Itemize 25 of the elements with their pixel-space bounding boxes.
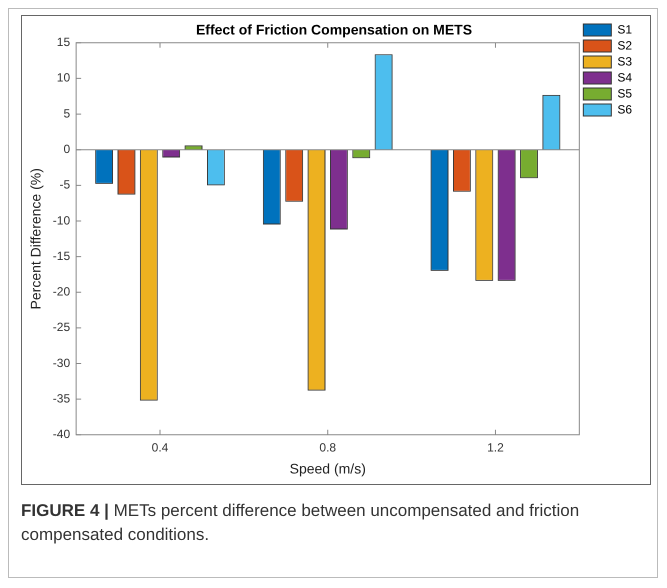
caption: FIGURE 4 | METs percent difference between uncompensated and friction compensated conditions. bbox=[21, 500, 580, 546]
y-tick-label: -40 bbox=[52, 427, 70, 442]
y-tick-label: -5 bbox=[59, 178, 70, 192]
y-tick-label: 10 bbox=[56, 70, 70, 85]
y-tick-label: -35 bbox=[52, 391, 70, 406]
y-tick-label: 5 bbox=[63, 106, 70, 120]
legend-label: S5 bbox=[617, 86, 632, 100]
legend-label: S4 bbox=[617, 70, 632, 84]
x-tick-label: 0.8 bbox=[319, 440, 336, 454]
y-tick-label: -20 bbox=[52, 284, 70, 299]
x-axis-title: Speed (m/s) bbox=[290, 460, 366, 476]
legend-label: S2 bbox=[617, 38, 632, 52]
legend-label: S3 bbox=[617, 54, 632, 68]
x-tick-label: 0.4 bbox=[152, 440, 169, 454]
legend-label: S1 bbox=[617, 22, 632, 36]
y-tick-label: -25 bbox=[52, 320, 70, 334]
legend-label: S6 bbox=[617, 102, 632, 116]
y-tick-label: 0 bbox=[63, 142, 70, 156]
y-tick-label: 15 bbox=[56, 35, 70, 50]
chart-title: Effect of Friction Compensation on METS bbox=[196, 21, 472, 38]
y-tick-label: -30 bbox=[52, 356, 70, 370]
y-axis-title: Percent Difference (%) bbox=[27, 168, 44, 310]
y-tick-label: -15 bbox=[52, 248, 70, 263]
y-tick-label: -10 bbox=[52, 213, 70, 228]
x-tick-label: 1.2 bbox=[487, 440, 504, 454]
